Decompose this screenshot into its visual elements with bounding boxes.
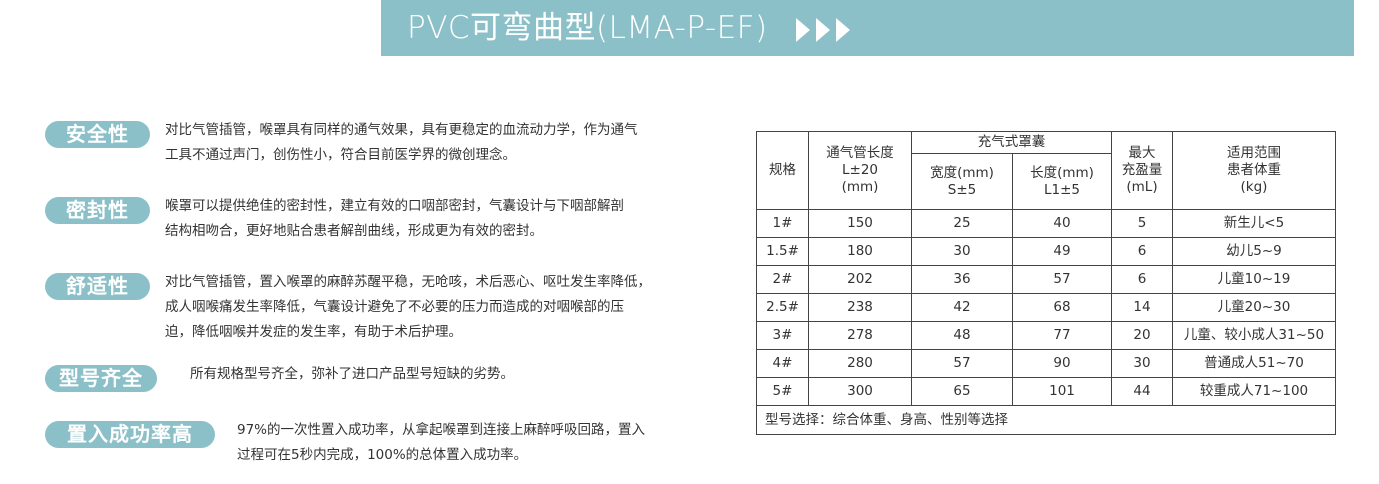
spec-table: 规格 通气管长度 L±20 (mm) 充气式罩囊 最大 充盈量 (mL) 适用范围 患者体… [756, 131, 1336, 435]
table-cell: 42 [911, 293, 1013, 322]
feature-badge: 密封性 [45, 197, 150, 224]
table-cell: 普通成人51~70 [1172, 349, 1336, 378]
feature-description-line: 97%的一次性置入成功率，从拿起喉罩到连接上麻醉呼吸回路，置入 [237, 422, 646, 438]
table-cell: 57 [911, 349, 1013, 378]
table-cell: 36 [911, 265, 1013, 294]
triple-chevron-right-icon [795, 16, 854, 44]
table-cell: 65 [911, 377, 1013, 406]
feature-description: 对比气管插管，置入喉罩的麻醉苏醒平稳，无呛咳，术后恶心、呕吐发生率降低， 成人咽喉… [165, 270, 651, 345]
table-cell: 49 [1012, 237, 1112, 266]
table-cell: 180 [808, 237, 912, 266]
table-cell: 2.5# [756, 293, 809, 322]
table-cell: 儿童20~30 [1172, 293, 1336, 322]
table-cell: 5# [756, 377, 809, 406]
header-cuff-width: 宽度(mm) S±5 [911, 153, 1013, 210]
table-cell: 202 [808, 265, 912, 294]
table-cell: 150 [808, 209, 912, 238]
table-cell: 57 [1012, 265, 1112, 294]
table-cell: 儿童10~19 [1172, 265, 1336, 294]
table-row: 1.5# 180 30 49 6 幼儿5~9 [756, 237, 1336, 266]
table-cell: 4# [756, 349, 809, 378]
table-cell: 238 [808, 293, 912, 322]
header-tube-length: 通气管长度 L±20 (mm) [808, 131, 912, 210]
table-cell: 5 [1111, 209, 1173, 238]
table-cell: 1# [756, 209, 809, 238]
table-row: 4# 280 57 90 30 普通成人51~70 [756, 349, 1336, 378]
feature-badge: 舒适性 [45, 273, 150, 300]
table-cell: 较重成人71~100 [1172, 377, 1336, 406]
table-cell: 25 [911, 209, 1013, 238]
table-cell: 新生儿<5 [1172, 209, 1336, 238]
feature-badge: 安全性 [45, 121, 150, 148]
header-max-inflation: 最大 充盈量 (mL) [1111, 131, 1173, 210]
feature-badge: 置入成功率高 [45, 421, 215, 448]
table-cell: 1.5# [756, 237, 809, 266]
header-weight: 适用范围 患者体重 (kg) [1172, 131, 1336, 210]
table-footer-note: 型号选择：综合体重、身高、性别等选择 [756, 405, 1336, 435]
feature-description: 所有规格型号齐全，弥补了进口产品型号短缺的劣势。 [190, 362, 514, 387]
table-cell: 101 [1012, 377, 1112, 406]
header-cuff-length: 长度(mm) L1±5 [1012, 153, 1112, 210]
table-cell: 48 [911, 321, 1013, 350]
feature-description-line: 对比气管插管，喉罩具有同样的通气效果，具有更稳定的血流动力学，作为通气 [165, 122, 638, 138]
feature-description-line: 工具不通过声门，创伤性小，符合目前医学界的微创理念。 [165, 147, 516, 163]
table-row: 5# 300 65 101 44 较重成人71~100 [756, 377, 1336, 406]
feature-description-line: 喉罩可以提供绝佳的密封性，建立有效的口咽部密封，气囊设计与下咽部解剖 [165, 198, 624, 214]
feature-description-line: 成人咽喉痛发生率降低，气囊设计避免了不必要的压力而造成的对咽喉部的压 [165, 299, 624, 315]
table-cell: 44 [1111, 377, 1173, 406]
table-cell: 3# [756, 321, 809, 350]
title-banner: PVC可弯曲型(LMA-P-EF) [381, 0, 1354, 56]
feature-description-line: 过程可在5秒内完成，100%的总体置入成功率。 [237, 447, 528, 463]
table-cell: 300 [808, 377, 912, 406]
table-cell: 30 [1111, 349, 1173, 378]
table-cell: 2# [756, 265, 809, 294]
table-row: 1# 150 25 40 5 新生儿<5 [756, 209, 1336, 238]
banner-title: PVC可弯曲型(LMA-P-EF) [407, 10, 768, 46]
feature-description-line: 迫，降低咽喉并发症的发生率，有助于术后护理。 [165, 324, 462, 340]
table-cell: 6 [1111, 265, 1173, 294]
table-row: 3# 278 48 77 20 儿童、较小成人31~50 [756, 321, 1336, 350]
feature-description: 对比气管插管，喉罩具有同样的通气效果，具有更稳定的血流动力学，作为通气 工具不通过… [165, 118, 638, 168]
feature-description: 喉罩可以提供绝佳的密封性，建立有效的口咽部密封，气囊设计与下咽部解剖 结构相吻合，… [165, 194, 624, 244]
table-cell: 278 [808, 321, 912, 350]
table-cell: 幼儿5~9 [1172, 237, 1336, 266]
table-cell: 90 [1012, 349, 1112, 378]
table-row: 2.5# 238 42 68 14 儿童20~30 [756, 293, 1336, 322]
feature-description-line: 结构相吻合，更好地贴合患者解剖曲线，形成更为有效的密封。 [165, 223, 543, 239]
header-spec: 规格 [756, 131, 809, 210]
table-cell: 77 [1012, 321, 1112, 350]
table-cell: 280 [808, 349, 912, 378]
table-cell: 6 [1111, 237, 1173, 266]
header-cuff-group: 充气式罩囊 [911, 131, 1112, 154]
feature-description-line: 所有规格型号齐全，弥补了进口产品型号短缺的劣势。 [190, 366, 514, 382]
table-cell: 30 [911, 237, 1013, 266]
feature-description-line: 对比气管插管，置入喉罩的麻醉苏醒平稳，无呛咳，术后恶心、呕吐发生率降低， [165, 274, 651, 290]
table-cell: 儿童、较小成人31~50 [1172, 321, 1336, 350]
table-cell: 68 [1012, 293, 1112, 322]
table-cell: 20 [1111, 321, 1173, 350]
feature-description: 97%的一次性置入成功率，从拿起喉罩到连接上麻醉呼吸回路，置入 过程可在5秒内完成… [237, 418, 645, 468]
table-cell: 14 [1111, 293, 1173, 322]
table-cell: 40 [1012, 209, 1112, 238]
feature-badge: 型号齐全 [45, 365, 157, 392]
table-row: 2# 202 36 57 6 儿童10~19 [756, 265, 1336, 294]
